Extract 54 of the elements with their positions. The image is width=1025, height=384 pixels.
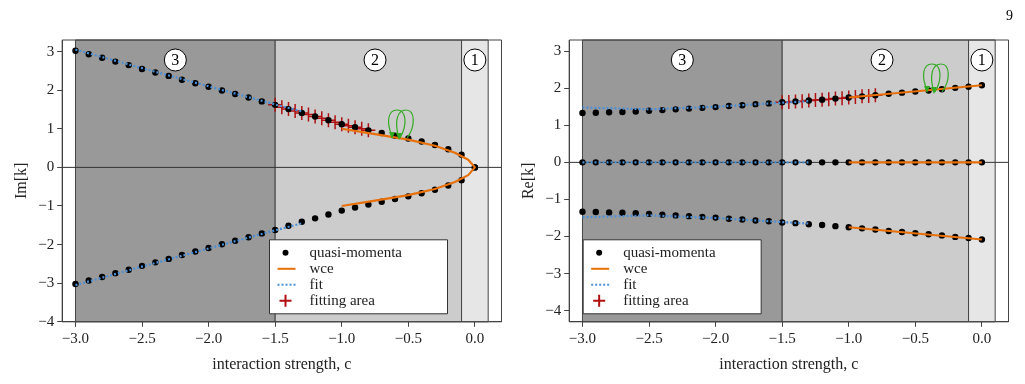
y-tick-label: 1 [553,116,562,133]
x-tick-label: −2.5 [635,329,663,346]
x-tick-label: −1.0 [835,329,863,346]
y-tick-label: −4 [38,312,55,329]
point [360,122,377,139]
x-tick-label: −1.5 [261,329,289,346]
x-tick-label: −3.0 [568,329,597,346]
y-tick-label: 1 [46,119,55,136]
point [307,108,323,125]
legend-label: fitting area [623,291,689,308]
text: 9 [1006,8,1013,25]
y-tick-label: −2 [38,235,55,252]
point [333,116,350,132]
y-axis-title: Im[k] [11,162,29,200]
x-axis-title: interaction strength, c [719,354,859,373]
y-tick-label: 3 [46,42,55,59]
x-tick-label: −0.5 [394,329,422,346]
y-tick-label: −4 [545,301,562,318]
y-tick-label: −1 [545,190,562,207]
x-tick-label: 0.0 [465,329,485,346]
annotation: 1 [470,51,479,69]
y-tick-label: −3 [545,264,562,281]
legend-label: quasi-momenta [309,243,403,260]
legend-label: fitting area [309,291,376,308]
legend-label: fit [623,275,638,292]
legend-label: wce [309,259,334,276]
x-axis-title: interaction strength, c [212,354,352,373]
y-tick-label: −3 [38,274,55,291]
x-tick-label: −2.0 [195,329,223,346]
y-tick-label: 2 [553,79,562,96]
legend-label: fit [309,275,324,292]
y-tick-label: 0 [553,153,562,170]
x-tick-label: −3.0 [61,329,90,346]
annotation: 1 [977,51,986,69]
x-tick-label: −1.0 [328,329,356,346]
y-axis-title: Re[k] [518,162,536,200]
y-tick-label: −2 [545,227,562,244]
annotation: 3 [678,51,687,69]
x-tick-label: −2.0 [702,329,730,346]
legend-label: wce [623,259,648,276]
y-tick-label: 2 [46,81,55,98]
x-tick-label: −0.5 [901,329,929,346]
x-tick-label: 0.0 [972,329,992,346]
annotation: 2 [878,51,887,69]
y-tick-label: 3 [553,42,562,59]
point [280,101,297,117]
legend-label: quasi-momenta [623,243,716,260]
x-tick-label: −2.5 [128,329,156,346]
annotation: 3 [171,51,180,69]
annotation: 2 [371,51,380,69]
x-tick-label: −1.5 [768,329,796,346]
y-tick-label: 0 [46,158,55,175]
y-tick-label: −1 [38,196,55,213]
point [320,112,337,129]
